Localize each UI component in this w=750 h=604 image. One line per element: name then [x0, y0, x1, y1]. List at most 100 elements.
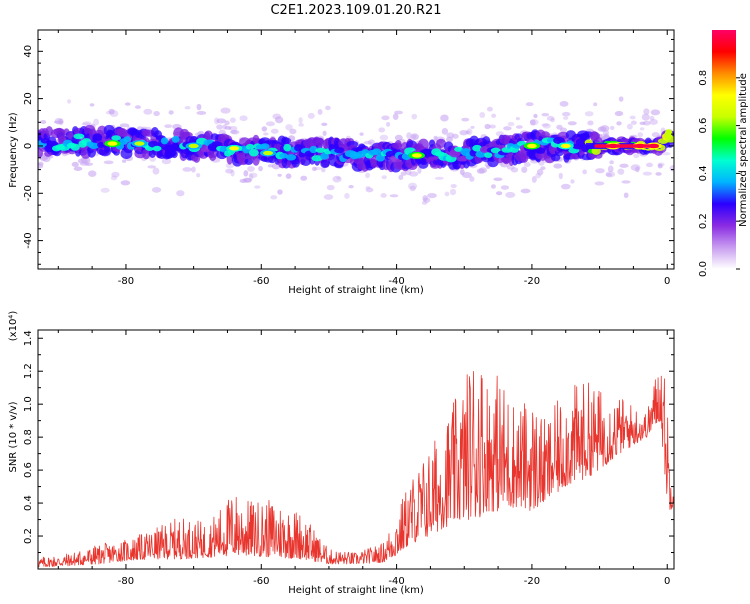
heatmap-cell: [216, 124, 223, 130]
heatmap-cell: [67, 99, 72, 104]
heatmap-cell: [220, 107, 231, 114]
snr-series-line: [38, 371, 674, 568]
heatmap-cell: [535, 147, 546, 154]
heatmap-cell: [595, 168, 605, 174]
heatmap-cell: [108, 108, 115, 115]
heatmap-cell: [436, 138, 446, 148]
heatmap-cell: [147, 165, 156, 169]
heatmap-cell: [322, 130, 327, 136]
heatmap-cell: [381, 115, 390, 121]
heatmap-cell: [558, 172, 563, 180]
heatmap-cell: [449, 188, 457, 196]
heatmap-cell: [216, 118, 227, 124]
heatmap-cell: [410, 133, 419, 141]
colorbar-tick-label: 0.4: [698, 165, 709, 181]
snr-x-tick-label: -40: [388, 576, 404, 587]
heatmap-cell: [409, 185, 416, 192]
heatmap-cell: [629, 115, 636, 120]
heatmap-cell: [546, 115, 555, 121]
heatmap-cell: [103, 160, 114, 165]
heatmap-cell: [124, 102, 131, 106]
heatmap-cell: [386, 121, 391, 127]
heatmap-cell: [311, 155, 323, 162]
heatmap-hotspot: [134, 141, 145, 146]
heatmap-cell: [123, 136, 132, 143]
heatmap-cell: [479, 111, 486, 118]
heatmap-cell: [531, 176, 537, 183]
heatmap-cell: [649, 115, 655, 121]
heatmap-cell: [323, 194, 334, 200]
heatmap-cell: [71, 161, 79, 167]
colorbar-ticks: 0.0 0.2 0.4 0.6 0.8: [698, 70, 740, 277]
heatmap-cell: [110, 175, 118, 181]
heatmap-cell: [476, 168, 485, 174]
heatmap-cell: [168, 110, 174, 115]
heatmap-cell: [379, 134, 389, 141]
chart-title: C2E1.2023.109.01.20.R21: [270, 3, 441, 18]
heatmap-cell: [229, 117, 236, 123]
heatmap-cell: [616, 121, 622, 126]
heatmap-cell: [444, 191, 450, 197]
heatmap-cell: [643, 108, 650, 115]
heatmap-cell: [149, 156, 156, 162]
heatmap-cell: [224, 120, 230, 126]
heatmap-cell: [40, 119, 47, 125]
spectrogram-x-tick-label: -60: [253, 276, 269, 287]
heatmap-cell: [605, 171, 616, 178]
heatmap-cell: [321, 122, 328, 126]
heatmap-cell: [38, 163, 44, 169]
heatmap-cell: [196, 173, 201, 178]
heatmap-cell: [421, 200, 428, 205]
heatmap-cell: [320, 152, 329, 160]
heatmap-cell: [642, 120, 651, 126]
heatmap-cell: [440, 114, 449, 122]
heatmap-cell: [260, 143, 270, 150]
heatmap-cell: [602, 130, 610, 135]
heatmap-cell: [470, 125, 475, 129]
heatmap-cell: [505, 191, 516, 198]
heatmap-cell: [298, 117, 303, 124]
heatmap-cell: [626, 123, 633, 130]
heatmap-cell: [365, 172, 371, 179]
heatmap-cell: [607, 165, 614, 173]
heatmap-cell: [81, 122, 91, 126]
heatmap-cell: [392, 113, 399, 120]
heatmap-cell: [245, 143, 255, 150]
heatmap-cell: [265, 121, 275, 127]
heatmap-cell: [493, 177, 503, 182]
snr-x-tick-label: -20: [524, 576, 540, 587]
heatmap-cell: [214, 117, 220, 125]
heatmap-cell: [294, 144, 303, 152]
heatmap-cell: [191, 166, 196, 173]
spectrogram-x-tick-label: 0: [664, 276, 670, 287]
snr-y-tick-label: 0.8: [23, 429, 34, 445]
heatmap-cell: [336, 176, 341, 180]
heatmap-cell: [224, 125, 232, 130]
heatmap-cell: [239, 178, 248, 183]
heatmap-cell: [151, 187, 162, 193]
heatmap-cell: [285, 173, 292, 179]
heatmap-cell: [520, 188, 531, 194]
heatmap-cell: [407, 182, 418, 190]
heatmap-cell: [406, 132, 412, 140]
snr-x-label: Height of straight line (km): [288, 585, 424, 596]
heatmap-cell: [359, 132, 364, 136]
heatmap-cell: [320, 159, 330, 169]
heatmap-cell: [225, 162, 235, 169]
spectrogram-y-tick-label: 0: [23, 143, 34, 149]
heatmap-cell: [166, 144, 178, 153]
heatmap-cell: [507, 121, 515, 127]
heatmap-cell: [315, 147, 327, 153]
heatmap-cell: [567, 121, 577, 126]
heatmap-cell: [100, 187, 110, 193]
heatmap-cell: [591, 147, 601, 155]
heatmap-cell: [609, 125, 615, 130]
spectrogram-x-ticks: -80 -60 -40 -20 0: [57, 30, 670, 287]
heatmap-cell: [469, 176, 475, 182]
heatmap-cell: [529, 119, 536, 126]
heatmap-cell: [454, 146, 463, 152]
spectrogram-x-tick-label: -80: [118, 276, 134, 287]
heatmap-cell: [391, 142, 403, 149]
snr-x-tick-label: -60: [253, 576, 269, 587]
heatmap-cell: [641, 113, 650, 121]
